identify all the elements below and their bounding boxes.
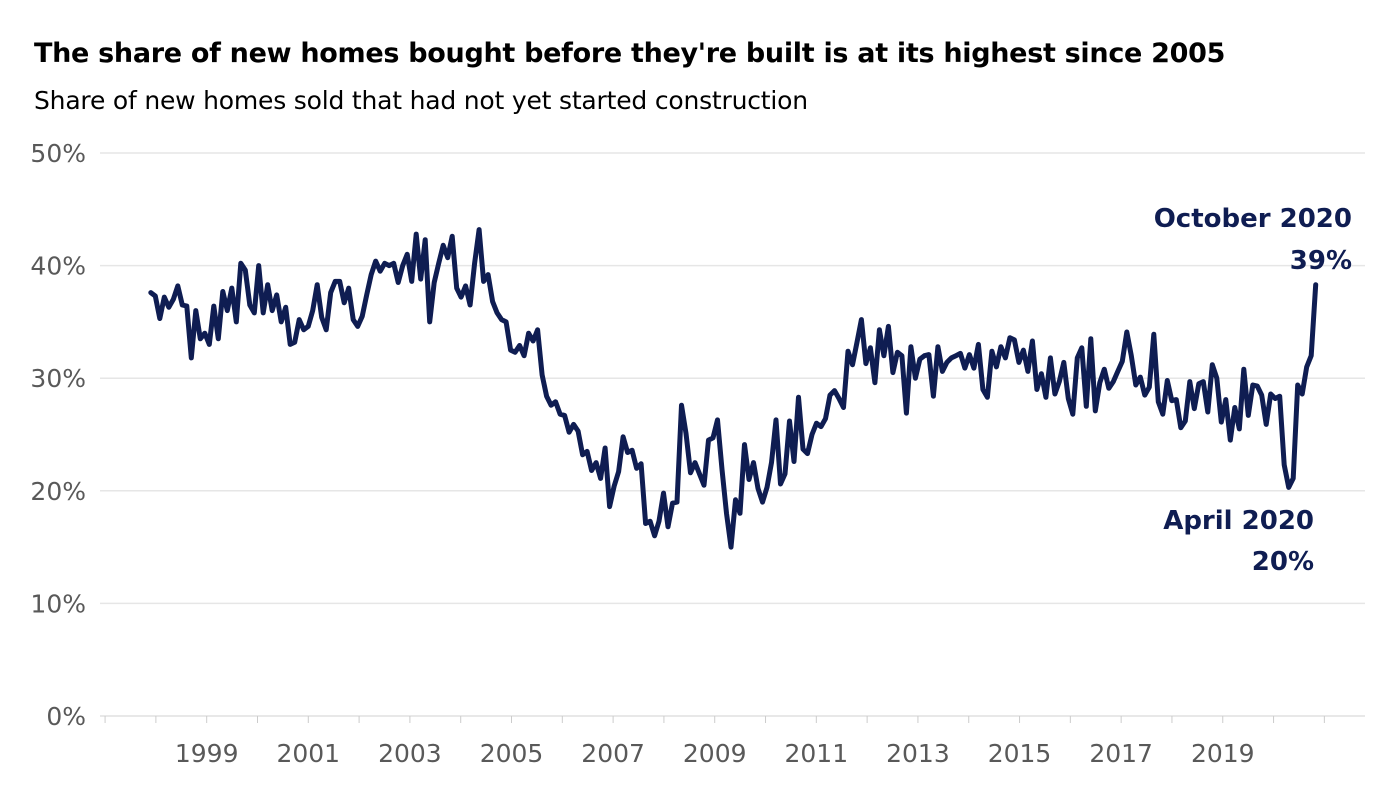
x-tick-label: 1999 — [175, 739, 239, 768]
y-tick-label: 40% — [30, 252, 86, 281]
x-tick-label: 2009 — [683, 739, 747, 768]
annotation-value: 20% — [1252, 547, 1314, 577]
y-tick-label: 0% — [46, 702, 86, 731]
x-tick-label: 2007 — [581, 739, 645, 768]
x-tick-label: 2019 — [1191, 739, 1255, 768]
annotation-label: April 2020 — [1163, 506, 1314, 536]
gridlines — [100, 152, 1365, 605]
x-tick-label: 2005 — [480, 739, 544, 768]
chart-title: The share of new homes bought before the… — [34, 38, 1226, 69]
x-tick-label: 2003 — [378, 739, 442, 768]
annotation-value: 39% — [1290, 246, 1352, 276]
y-tick-label: 50% — [30, 139, 86, 168]
y-axis-ticks: 0% 10% 20% 30% 40% 50% — [30, 139, 86, 731]
y-tick-label: 20% — [30, 477, 86, 506]
x-axis — [100, 715, 1365, 723]
y-tick-label: 10% — [30, 589, 86, 618]
x-tick-label: 2015 — [988, 739, 1052, 768]
x-tick-label: 2011 — [785, 739, 849, 768]
x-tick-label: 2017 — [1089, 739, 1153, 768]
series-layer — [148, 227, 1319, 550]
y-tick-label: 30% — [30, 364, 86, 393]
series-line — [148, 227, 1319, 550]
annotation-label: October 2020 — [1154, 204, 1352, 234]
annotations: October 2020 39% April 2020 20% — [1154, 204, 1352, 577]
x-tick-label: 2001 — [276, 739, 340, 768]
x-tick-label: 2013 — [886, 739, 950, 768]
chart-subtitle: Share of new homes sold that had not yet… — [34, 86, 808, 115]
x-axis-ticks: 1999 2001 2003 2005 2007 2009 2011 2013 2015 2017… — [175, 739, 1255, 768]
